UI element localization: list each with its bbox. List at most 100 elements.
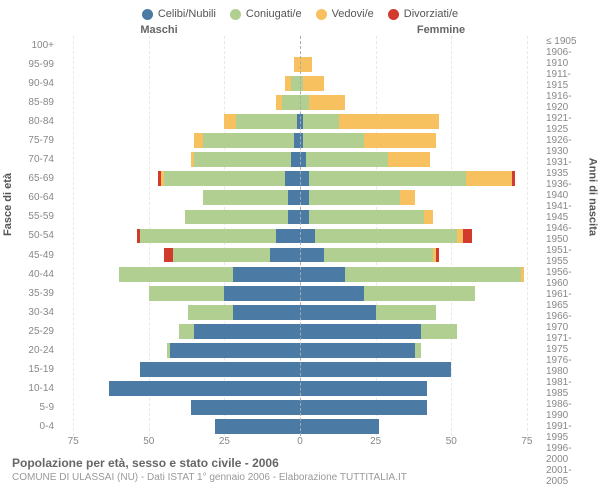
- x-tick: 50: [446, 436, 457, 447]
- bar-row: [58, 360, 300, 379]
- bar-segment: [300, 381, 427, 396]
- bar-segment: [170, 343, 300, 358]
- bar-row: [58, 55, 300, 74]
- legend-item: Divorziati/e: [388, 8, 458, 20]
- male-bars: [58, 36, 300, 436]
- birth-label: 1946-1950: [546, 223, 588, 245]
- y-axis-left-title: Fasce di età: [2, 173, 14, 236]
- age-label: 50-54: [12, 226, 54, 245]
- bar-row: [58, 188, 300, 207]
- center-axis: [300, 36, 301, 436]
- bar-segment: [388, 152, 430, 167]
- bar-row: [300, 379, 542, 398]
- bar-stack: [300, 362, 542, 377]
- bar-row: [300, 303, 542, 322]
- legend-label: Vedovi/e: [332, 8, 374, 20]
- birth-labels: ≤ 19051906-19101911-19151916-19201921-19…: [542, 36, 588, 436]
- bar-stack: [300, 286, 542, 301]
- legend-label: Celibi/Nubili: [158, 8, 216, 20]
- bar-segment: [324, 248, 433, 263]
- legend-label: Divorziati/e: [404, 8, 458, 20]
- bar-segment: [400, 190, 415, 205]
- bar-segment: [188, 305, 233, 320]
- legend: Celibi/Nubili Coniugati/e Vedovi/e Divorzia…: [12, 8, 588, 20]
- bar-row: [300, 112, 542, 131]
- bar-row: [58, 417, 300, 436]
- age-label: 75-79: [12, 131, 54, 150]
- x-tick: 25: [219, 436, 230, 447]
- bar-stack: [300, 419, 542, 434]
- bar-segment: [421, 324, 457, 339]
- age-label: 70-74: [12, 150, 54, 169]
- bar-row: [58, 93, 300, 112]
- bar-row: [58, 284, 300, 303]
- bar-segment: [191, 400, 300, 415]
- bar-row: [58, 74, 300, 93]
- bar-segment: [203, 190, 288, 205]
- birth-label: 1906-1910: [546, 47, 588, 69]
- age-label: 45-49: [12, 246, 54, 265]
- bar-segment: [140, 362, 300, 377]
- birth-label: 1921-1925: [546, 113, 588, 135]
- legend-swatch: [316, 9, 327, 20]
- bar-segment: [300, 305, 376, 320]
- x-axis: 7550250255075: [12, 436, 588, 450]
- bar-segment: [164, 248, 173, 263]
- bar-segment: [285, 171, 300, 186]
- legend-item: Coniugati/e: [230, 8, 302, 20]
- x-tick: 0: [297, 436, 303, 447]
- y-axis-right-title: Anni di nascita: [586, 158, 598, 236]
- bars-area: [58, 36, 542, 436]
- bar-row: [300, 284, 542, 303]
- x-tick: 75: [521, 436, 532, 447]
- bar-segment: [300, 267, 345, 282]
- birth-label: 1931-1935: [546, 157, 588, 179]
- bar-segment: [315, 229, 457, 244]
- bar-segment: [300, 343, 415, 358]
- bar-row: [300, 188, 542, 207]
- age-labels: 100+95-9990-9485-8980-8475-7970-7465-696…: [12, 36, 58, 436]
- bar-segment: [300, 57, 312, 72]
- birth-label: 1941-1945: [546, 201, 588, 223]
- bar-segment: [463, 229, 472, 244]
- birth-label: 2001-2005: [546, 465, 588, 487]
- bar-row: [300, 55, 542, 74]
- bar-row: [300, 207, 542, 226]
- bar-row: [300, 246, 542, 265]
- birth-label: 1986-1990: [546, 399, 588, 421]
- birth-label: 1956-1960: [546, 267, 588, 289]
- bar-row: [300, 265, 542, 284]
- gender-header: Maschi Femmine: [12, 24, 588, 36]
- bar-row: [300, 131, 542, 150]
- bar-segment: [179, 324, 194, 339]
- bar-stack: [300, 114, 542, 129]
- birth-label: 1926-1930: [546, 135, 588, 157]
- bar-segment: [376, 305, 437, 320]
- bar-stack: [58, 343, 300, 358]
- bar-segment: [415, 343, 421, 358]
- bar-segment: [309, 95, 345, 110]
- bar-segment: [109, 381, 300, 396]
- legend-swatch: [230, 9, 241, 20]
- age-label: 55-59: [12, 207, 54, 226]
- bar-stack: [58, 171, 300, 186]
- bar-row: [58, 226, 300, 245]
- age-label: 30-34: [12, 303, 54, 322]
- bar-row: [58, 207, 300, 226]
- bar-stack: [58, 381, 300, 396]
- bar-stack: [58, 190, 300, 205]
- bar-segment: [436, 248, 439, 263]
- bar-segment: [270, 248, 300, 263]
- bar-row: [58, 246, 300, 265]
- age-label: 40-44: [12, 265, 54, 284]
- bar-segment: [303, 133, 364, 148]
- bar-row: [58, 398, 300, 417]
- bar-stack: [58, 305, 300, 320]
- bar-stack: [58, 229, 300, 244]
- age-label: 15-19: [12, 360, 54, 379]
- bar-row: [300, 360, 542, 379]
- bar-row: [300, 226, 542, 245]
- bar-row: [58, 112, 300, 131]
- bar-stack: [58, 286, 300, 301]
- legend-label: Coniugati/e: [246, 8, 302, 20]
